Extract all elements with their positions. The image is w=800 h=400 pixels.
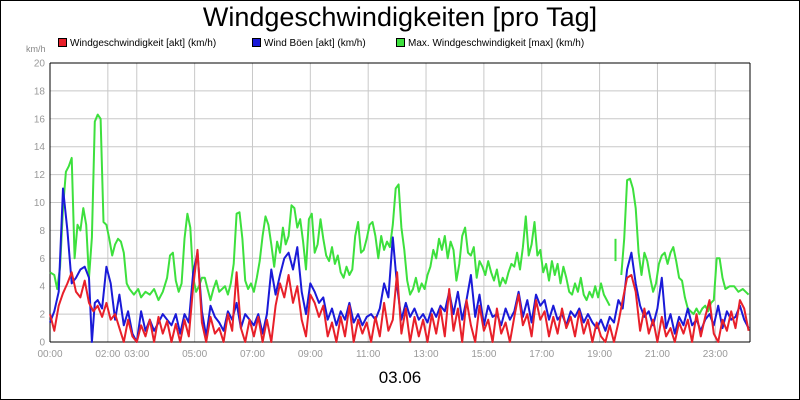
y-tick-label: 4	[39, 282, 45, 293]
legend-label-wind-speed: Windgeschwindigkeit [akt] (km/h)	[70, 38, 217, 49]
legend-entry-gusts: Wind Böen [akt] (km/h)	[252, 38, 366, 49]
x-tick-label: 19:00	[587, 349, 612, 360]
y-tick-label: 6	[39, 254, 45, 265]
y-tick-label: 2	[39, 310, 45, 321]
legend-entry-wind-speed: Windgeschwindigkeit [akt] (km/h)	[58, 38, 216, 49]
chart-title: Windgeschwindigkeiten [pro Tag]	[202, 2, 598, 32]
x-tick-label: 23:00	[703, 349, 728, 360]
legend-swatch-max-speed	[396, 38, 405, 47]
y-axis-unit: km/h	[26, 44, 46, 54]
x-tick-label: 15:00	[471, 349, 496, 360]
y-tick-label: 8	[39, 226, 45, 237]
x-tick-label: 07:00	[240, 349, 265, 360]
y-tick-label: 16	[34, 114, 46, 125]
legend-label-max-speed: Max. Windgeschwindigkeit [max] (km/h)	[408, 38, 585, 49]
series-line-max-speed	[49, 113, 611, 307]
x-tick-label: 13:00	[414, 349, 439, 360]
x-tick-label: 05:00	[182, 349, 207, 360]
series-line-max-speed	[620, 177, 750, 316]
legend-swatch-gusts	[252, 38, 261, 47]
y-tick-label: 10	[34, 198, 46, 209]
legend-swatch-wind-speed	[58, 38, 67, 47]
x-tick-label: 17:00	[529, 349, 554, 360]
y-tick-label: 18	[34, 86, 46, 97]
x-tick-label: 09:00	[298, 349, 323, 360]
y-tick-label: 20	[34, 59, 46, 70]
x-tick-label: 11:00	[356, 349, 381, 360]
series-line-wind-speed	[49, 248, 750, 343]
x-tick-label: 21:00	[645, 349, 670, 360]
legend-entry-max-speed: Max. Windgeschwindigkeit [max] (km/h)	[396, 38, 584, 49]
y-tick-label: 0	[39, 338, 45, 349]
date-label: 03.06	[378, 368, 422, 387]
x-tick-label: 00:00	[37, 349, 62, 360]
x-tick-label: 03:00	[124, 349, 149, 360]
y-tick-label: 12	[34, 170, 46, 181]
legend-label-gusts: Wind Böen [akt] (km/h)	[264, 38, 366, 49]
y-tick-label: 14	[34, 142, 46, 153]
x-tick-label: 02:00	[95, 349, 120, 360]
